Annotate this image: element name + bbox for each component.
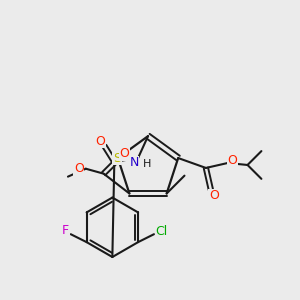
Text: Cl: Cl (156, 225, 168, 238)
Text: S: S (113, 152, 121, 164)
Text: O: O (74, 162, 84, 175)
Text: N: N (130, 156, 139, 170)
Text: O: O (209, 189, 219, 202)
Text: O: O (95, 135, 105, 148)
Text: H: H (143, 159, 151, 169)
Text: O: O (119, 147, 129, 161)
Text: O: O (228, 154, 238, 166)
Text: F: F (62, 224, 69, 237)
